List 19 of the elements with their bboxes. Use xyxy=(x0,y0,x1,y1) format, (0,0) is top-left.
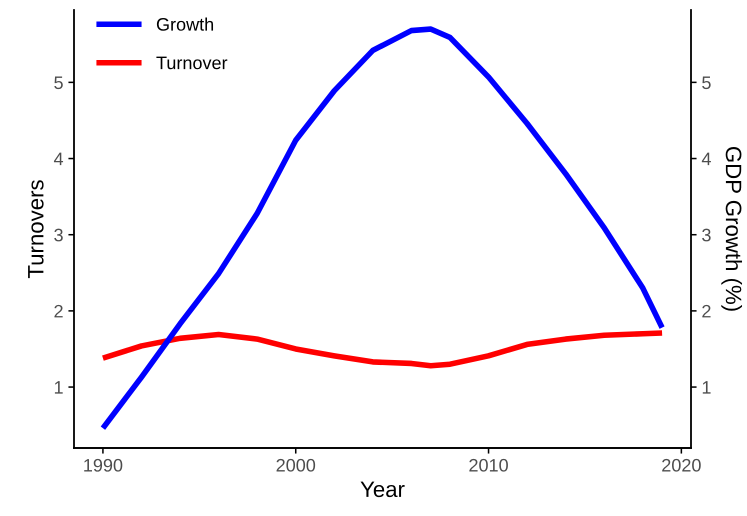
legend-label: Turnover xyxy=(156,56,228,70)
y2-axis-title: GDP Growth (%) xyxy=(721,146,742,311)
y-tick-label: 4 xyxy=(54,152,64,166)
x-tick-label: 2000 xyxy=(276,458,316,472)
y-tick-label: 3 xyxy=(54,228,63,242)
x-tick-label: 1990 xyxy=(84,458,122,472)
y-tick-label: 5 xyxy=(54,76,63,90)
x-tick-label: 2010 xyxy=(469,458,508,472)
y2-tick-label: 4 xyxy=(702,152,711,166)
x-axis-title: Year xyxy=(360,482,405,498)
y2-tick-label: 3 xyxy=(702,228,711,242)
y2-tick-label: 1 xyxy=(702,381,711,394)
y2-tick-label: 5 xyxy=(702,76,711,90)
x-tick-label: 2020 xyxy=(662,458,701,472)
y2-tick-label: 2 xyxy=(702,304,711,318)
y-tick-label: 2 xyxy=(54,304,63,318)
y-tick-label: 1 xyxy=(54,381,63,394)
y-axis-title: Turnovers xyxy=(28,180,44,278)
legend-label: Growth xyxy=(156,17,214,31)
